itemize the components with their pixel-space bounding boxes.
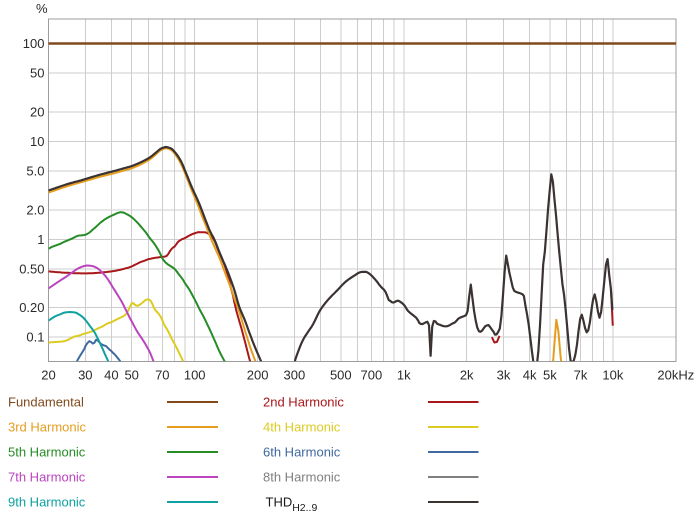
svg-text:100: 100: [184, 368, 206, 383]
svg-text:30: 30: [78, 368, 92, 383]
svg-text:40: 40: [104, 368, 118, 383]
svg-text:70: 70: [155, 368, 169, 383]
svg-text:3k: 3k: [497, 368, 511, 383]
svg-text:2.0: 2.0: [26, 202, 44, 217]
svg-text:20kHz: 20kHz: [657, 368, 694, 383]
svg-text:1k: 1k: [397, 368, 411, 383]
svg-text:10: 10: [30, 134, 44, 149]
svg-text:50: 50: [30, 66, 44, 81]
svg-text:200: 200: [247, 368, 269, 383]
svg-text:4th Harmonic: 4th Harmonic: [263, 420, 341, 435]
svg-text:5th Harmonic: 5th Harmonic: [8, 445, 86, 460]
svg-text:7th Harmonic: 7th Harmonic: [8, 470, 86, 485]
svg-text:0.1: 0.1: [26, 330, 44, 345]
svg-text:5.0: 5.0: [26, 163, 44, 178]
svg-text:%: %: [36, 1, 48, 16]
svg-text:5k: 5k: [543, 368, 557, 383]
svg-text:7k: 7k: [574, 368, 588, 383]
svg-text:2nd Harmonic: 2nd Harmonic: [263, 395, 344, 410]
svg-text:500: 500: [330, 368, 352, 383]
svg-text:10k: 10k: [602, 368, 623, 383]
svg-text:Fundamental: Fundamental: [8, 395, 84, 410]
svg-text:20: 20: [30, 104, 44, 119]
svg-text:300: 300: [284, 368, 306, 383]
svg-text:2k: 2k: [460, 368, 474, 383]
svg-text:4k: 4k: [523, 368, 537, 383]
svg-text:700: 700: [361, 368, 383, 383]
svg-text:9th Harmonic: 9th Harmonic: [8, 495, 86, 510]
svg-text:0.50: 0.50: [19, 261, 44, 276]
svg-text:6th Harmonic: 6th Harmonic: [263, 445, 341, 460]
svg-text:100: 100: [23, 36, 45, 51]
svg-text:THDH2..9: THDH2..9: [266, 495, 318, 515]
svg-text:3rd Harmonic: 3rd Harmonic: [8, 420, 87, 435]
svg-text:1: 1: [37, 232, 44, 247]
svg-text:0.20: 0.20: [19, 300, 44, 315]
svg-text:8th Harmonic: 8th Harmonic: [263, 470, 341, 485]
svg-text:20: 20: [41, 368, 55, 383]
svg-text:50: 50: [124, 368, 138, 383]
